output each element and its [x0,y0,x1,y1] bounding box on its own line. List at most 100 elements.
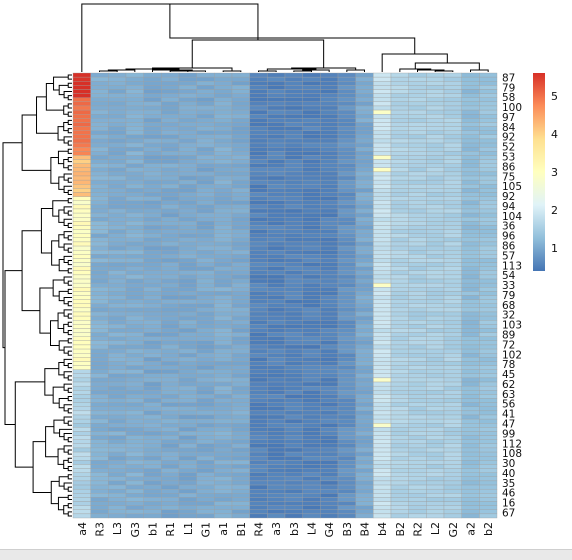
heatmap-cell [337,254,356,259]
column-label: B3 [341,522,354,537]
heatmap-cell [125,245,144,251]
heatmap-cell [231,435,250,440]
heatmap-cell [214,282,233,288]
heatmap-cell [161,505,180,510]
heatmap-cell [355,229,374,234]
heatmap-cell [284,406,303,412]
heatmap-cell [72,274,91,280]
heatmap-cell [72,381,91,387]
heatmap-cell [249,357,268,362]
heatmap-cell [373,307,392,313]
heatmap-cell [125,460,144,465]
heatmap-cell [355,105,374,111]
heatmap-cell [408,299,427,304]
heatmap-cell [479,258,498,263]
heatmap-cell [408,142,427,148]
heatmap-cell [249,97,268,103]
heatmap-cell [461,332,480,337]
heatmap-cell [267,398,286,403]
heatmap-cell [90,353,109,358]
heatmap-cell [479,250,498,255]
heatmap-cell [196,295,215,300]
heatmap-cell [161,365,180,370]
heatmap-cell [408,163,427,168]
heatmap-cell [196,179,215,185]
heatmap-cell [196,464,215,469]
heatmap-cell [443,146,462,152]
heatmap-cell [267,237,286,243]
heatmap-cell [267,241,286,247]
heatmap-cell [249,114,268,119]
heatmap-cell [373,212,392,218]
heatmap-cell [443,85,462,90]
row-label: 79 [502,82,515,94]
heatmap-cell [408,204,427,210]
heatmap-cell [161,130,180,135]
heatmap-cell [337,274,356,280]
heatmap-cell [443,270,462,276]
heatmap-cell [249,406,268,412]
heatmap-cell [373,311,392,317]
heatmap-cell [355,188,374,193]
heatmap-cell [231,196,250,201]
heatmap-cell [178,171,197,177]
heatmap-cell [249,369,268,374]
heatmap-cell [426,303,445,309]
heatmap-cell [143,472,162,477]
heatmap-cell [249,130,268,135]
heatmap-cell [461,381,480,387]
heatmap-cell [426,233,445,238]
heatmap-cell [108,328,127,333]
dendrogram-branch [53,76,69,91]
heatmap-cell [461,369,480,374]
heatmap-cell [461,320,480,325]
heatmap-cell [72,443,91,449]
heatmap-cell [108,237,127,243]
heatmap-cell [178,447,197,453]
heatmap-cell [373,505,392,510]
heatmap-cell [267,212,286,218]
heatmap-cell [302,373,321,379]
heatmap-cell [373,118,392,123]
heatmap-cell [408,456,427,461]
heatmap-cell [161,398,180,403]
heatmap-cell [320,340,339,346]
heatmap-cell [72,373,91,379]
heatmap-cell [426,179,445,185]
dendrogram-branch [67,140,72,146]
dendrogram-branch [67,259,72,266]
heatmap-cell [196,344,215,350]
heatmap-cell [373,159,392,164]
heatmap-cell [196,505,215,510]
heatmap-cell [373,410,392,416]
heatmap-cell [178,130,197,135]
heatmap-cell [408,476,427,482]
heatmap-cell [249,385,268,391]
heatmap-cell [196,377,215,383]
heatmap-cell [72,439,91,445]
heatmap-cell [373,373,392,379]
heatmap-cell [302,303,321,309]
heatmap-cell [161,291,180,296]
heatmap-cell [125,464,144,469]
heatmap-cell [214,109,233,115]
heatmap-cell [284,299,303,304]
heatmap-cell [408,287,427,292]
heatmap-cell [355,287,374,292]
heatmap-cell [249,237,268,243]
heatmap-cell [125,315,144,321]
heatmap-cell [178,262,197,267]
heatmap-cell [196,451,215,457]
heatmap-cell [108,394,127,399]
heatmap-cell [178,266,197,271]
heatmap-cell [355,221,374,226]
heatmap-cell [355,460,374,465]
heatmap-cell [267,390,286,395]
heatmap-cell [302,159,321,164]
heatmap-cell [443,431,462,436]
heatmap-cell [390,109,409,115]
heatmap-cell [302,381,321,387]
heatmap-cell [161,258,180,263]
heatmap-cell [390,254,409,259]
heatmap-cell [249,109,268,115]
